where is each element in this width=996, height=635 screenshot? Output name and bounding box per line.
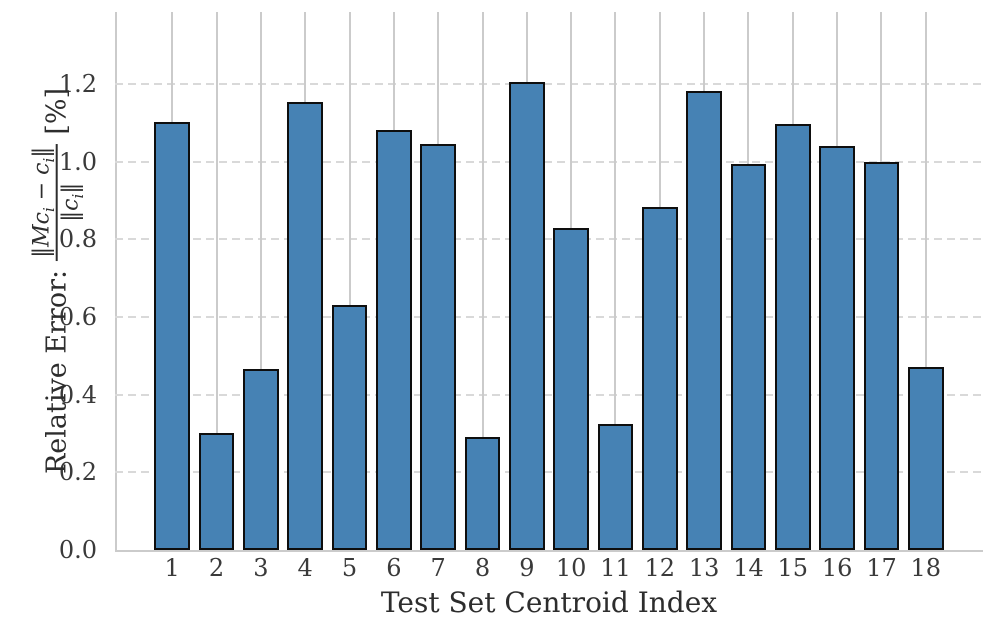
horizontal-gridline — [115, 315, 983, 318]
bar-7 — [420, 143, 456, 550]
y-tick-label: 0.6 — [58, 302, 97, 331]
x-tick-label: 2 — [208, 554, 225, 582]
bar-12 — [642, 207, 678, 550]
x-tick-label: 14 — [733, 554, 764, 582]
bar-16 — [819, 146, 855, 550]
vertical-gridline — [614, 12, 617, 550]
fraction-numerator: ‖Mci − ci‖ — [29, 143, 58, 261]
bar-1 — [154, 121, 190, 550]
y-tick-label: 0.0 — [58, 536, 97, 564]
x-tick-label: 3 — [253, 554, 269, 582]
x-tick-label: 5 — [341, 554, 358, 582]
vertical-gridline — [259, 12, 262, 550]
bottom-axis-spine — [115, 550, 983, 552]
left-axis-spine — [115, 12, 117, 550]
vertical-gridline — [215, 12, 218, 550]
bar-6 — [376, 130, 412, 550]
horizontal-gridline — [115, 238, 983, 241]
bar-14 — [730, 163, 767, 550]
bar-17 — [863, 161, 900, 550]
x-axis-tick-labels: 1 2 3 4 5 6 7 8 9 10 11 12 13 14 15 16 17 18 — [115, 556, 983, 584]
y-tick-label: 1.2 — [58, 69, 97, 98]
vertical-gridline — [348, 12, 351, 550]
x-tick-label: 6 — [386, 554, 402, 582]
x-tick-label: 12 — [644, 554, 676, 582]
x-tick-label: 10 — [555, 554, 587, 582]
plot-area — [115, 12, 983, 552]
bar-5 — [331, 305, 368, 550]
bar-3 — [243, 368, 279, 550]
y-axis-title: Relative Error: ‖Mci − ci‖ ‖ci‖ [%] — [29, 87, 88, 475]
bar-2 — [198, 433, 235, 550]
horizontal-gridline — [115, 82, 983, 85]
fraction-denominator: ‖ci‖ — [59, 182, 88, 222]
x-tick-label: 16 — [821, 554, 853, 582]
bar-4 — [287, 101, 323, 550]
bar-15 — [775, 123, 811, 550]
x-tick-label: 4 — [297, 554, 313, 582]
y-axis-title-fraction: ‖Mci − ci‖ ‖ci‖ — [29, 143, 88, 261]
y-tick-label: 0.4 — [58, 380, 97, 409]
y-axis-title-prefix: Relative Error: — [41, 269, 73, 475]
vertical-gridline — [924, 12, 927, 550]
x-axis-title: Test Set Centroid Index — [380, 586, 718, 619]
horizontal-gridline — [115, 160, 983, 163]
bar-9 — [509, 81, 545, 550]
x-tick-label: 15 — [777, 554, 809, 582]
y-tick-label: 1.0 — [58, 147, 97, 176]
y-tick-label: 0.2 — [58, 458, 97, 487]
x-tick-label: 9 — [519, 554, 535, 582]
x-tick-label: 7 — [430, 554, 446, 582]
x-tick-label: 1 — [164, 554, 180, 582]
x-tick-label: 17 — [866, 554, 897, 582]
bar-11 — [597, 423, 634, 550]
vertical-gridline — [481, 12, 484, 550]
horizontal-gridline — [115, 471, 983, 474]
x-tick-label: 11 — [600, 554, 631, 582]
x-tick-label: 13 — [688, 554, 720, 582]
bar-10 — [553, 228, 589, 550]
bar-8 — [464, 436, 501, 550]
y-tick-label: 0.8 — [58, 225, 97, 254]
bar-18 — [908, 366, 944, 550]
y-axis-tick-labels: 0.0 0.2 0.4 0.6 0.8 1.0 1.2 — [0, 12, 105, 562]
x-tick-label: 18 — [910, 554, 942, 582]
x-tick-label: 8 — [474, 554, 491, 582]
bar-13 — [686, 90, 722, 550]
y-axis-title-unit: [%] — [41, 87, 73, 135]
horizontal-gridline — [115, 393, 983, 396]
